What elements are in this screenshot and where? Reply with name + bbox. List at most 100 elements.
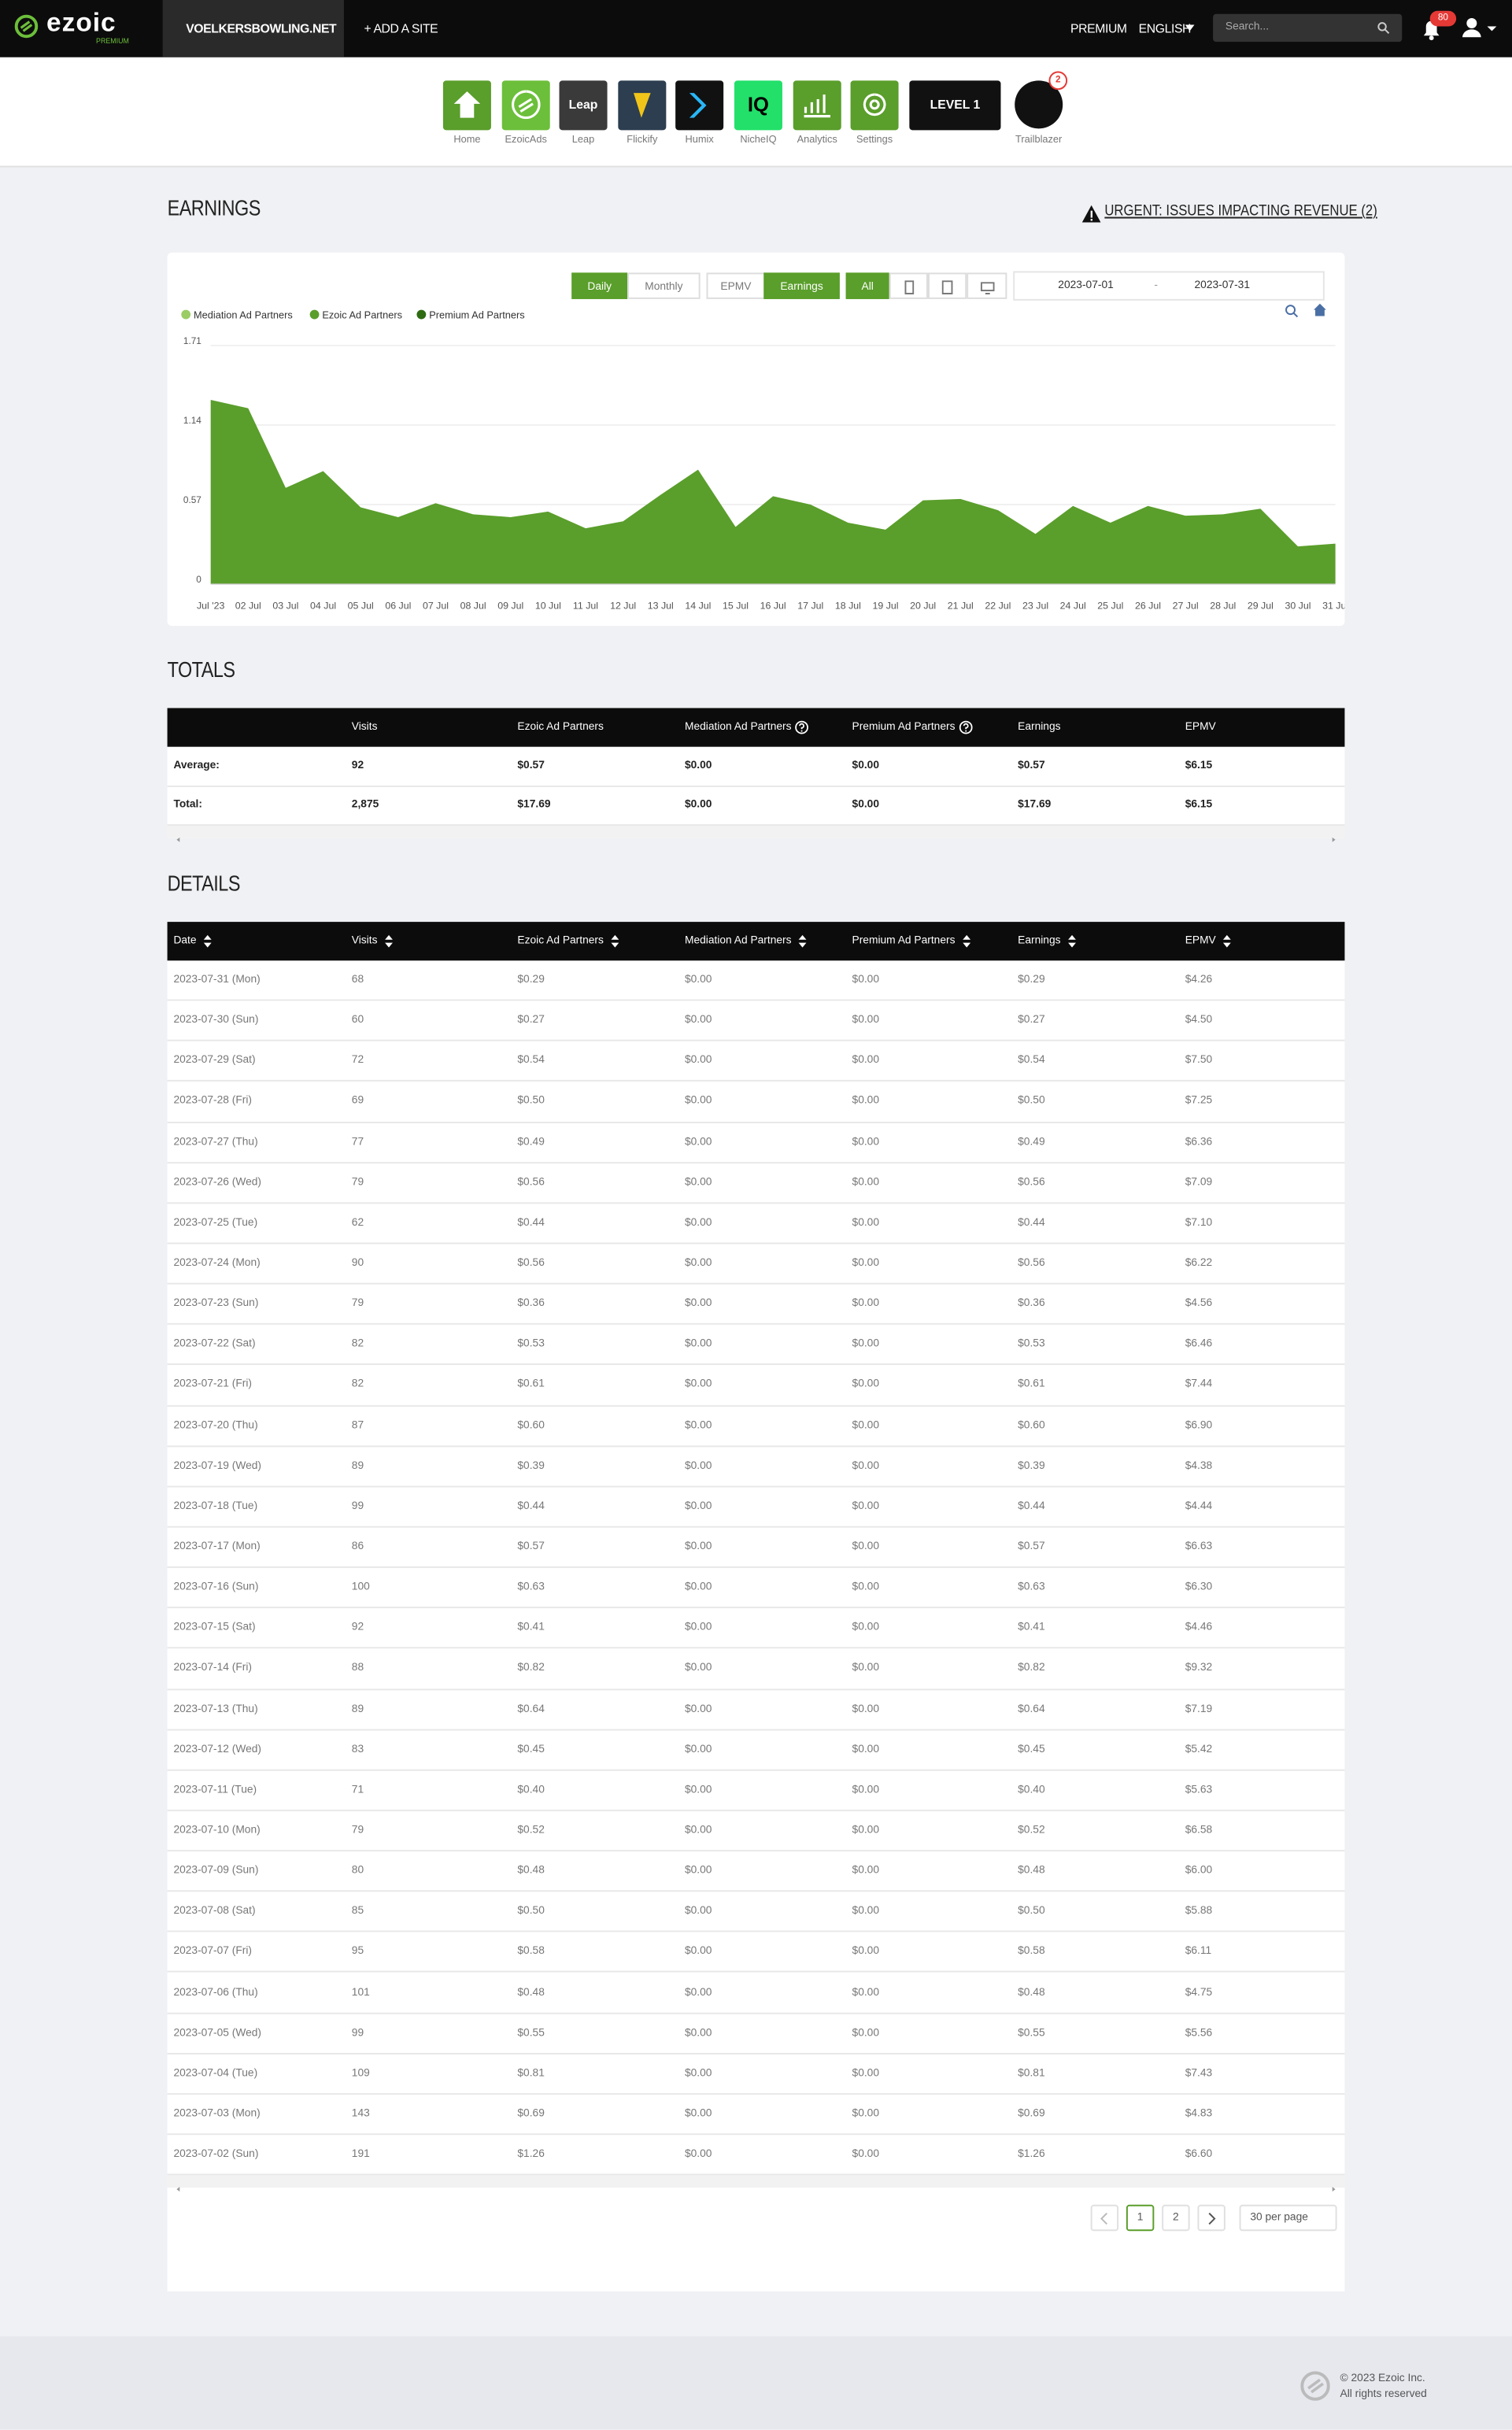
table-cell: 87 bbox=[351, 1420, 364, 1431]
header-cell[interactable]: Premium Ad Partners bbox=[852, 922, 971, 960]
site-tab[interactable]: VOELKERSBOWLING.NET bbox=[162, 0, 344, 57]
premium-link[interactable]: PREMIUM bbox=[1070, 21, 1127, 36]
app-icon[interactable] bbox=[793, 80, 841, 131]
table-cell: $0.00 bbox=[684, 1906, 712, 1918]
app-icon[interactable] bbox=[675, 80, 724, 131]
sort-arrows bbox=[1222, 934, 1231, 948]
header-text: Date bbox=[173, 935, 197, 947]
table-cell: $0.00 bbox=[852, 1500, 880, 1512]
sort-icon[interactable] bbox=[202, 934, 212, 949]
app-icon[interactable] bbox=[442, 80, 491, 131]
help-icon[interactable] bbox=[958, 720, 972, 734]
app-icon[interactable]: Leap bbox=[559, 80, 608, 131]
table-cell: $0.00 bbox=[684, 1663, 712, 1674]
table-cell: 99 bbox=[351, 2027, 364, 2039]
table-cell: $0.40 bbox=[517, 1785, 545, 1796]
earnings-button[interactable]: Earnings bbox=[763, 272, 840, 299]
all-devices-button[interactable]: All bbox=[845, 272, 889, 299]
sort-icon[interactable] bbox=[610, 934, 619, 949]
header-text: Visits bbox=[351, 935, 378, 947]
table-cell: 92 bbox=[351, 760, 364, 771]
prev-page[interactable] bbox=[1090, 2205, 1119, 2232]
table-cell: $0.00 bbox=[684, 1622, 712, 1634]
table-cell: $0.00 bbox=[852, 1379, 880, 1391]
header-cell: Earnings bbox=[1018, 708, 1060, 746]
table-cell: $0.48 bbox=[1018, 1866, 1045, 1877]
app-label: Settings bbox=[856, 135, 893, 146]
table-cell: $0.00 bbox=[684, 1217, 712, 1229]
language[interactable]: ENGLISH bbox=[1138, 21, 1192, 36]
table-cell: $0.00 bbox=[852, 1136, 880, 1148]
sort-icon[interactable] bbox=[1222, 934, 1232, 949]
app-icon[interactable] bbox=[618, 80, 667, 131]
x-tick-label: 29 Jul bbox=[1248, 601, 1274, 612]
table-cell: 2023-07-29 (Sat) bbox=[173, 1056, 256, 1067]
notification-badge: 80 bbox=[1429, 10, 1457, 27]
table-cell: $7.19 bbox=[1185, 1703, 1213, 1715]
app-glyph bbox=[634, 93, 651, 118]
epmv-button[interactable]: EPMV bbox=[706, 272, 766, 299]
desktop-button[interactable] bbox=[967, 272, 1007, 299]
user-menu[interactable] bbox=[1461, 17, 1498, 39]
table-header: Visits Ezoic Ad Partners Mediation Ad Part… bbox=[167, 708, 1345, 747]
app-icon[interactable]: 2 bbox=[1015, 71, 1068, 129]
glyph-shape bbox=[689, 93, 707, 118]
app-icon[interactable] bbox=[850, 80, 899, 131]
x-tick-label: 28 Jul bbox=[1210, 601, 1236, 612]
scroll-arrow[interactable] bbox=[176, 2187, 1336, 2192]
table-cell: $0.56 bbox=[1018, 1258, 1045, 1270]
table-row: 2023-07-29 (Sat) 72 $0.54 $0.00 $0.00 $0.54 $7… bbox=[167, 1041, 1345, 1082]
table-row: 2023-07-05 (Wed) 99 $0.55 $0.00 $0.00 $0.55 $5… bbox=[167, 2014, 1345, 2055]
app-icon[interactable]: IQ bbox=[734, 80, 782, 131]
table-cell: $0.63 bbox=[517, 1581, 545, 1593]
table-cell: $6.90 bbox=[1185, 1420, 1213, 1431]
sort-icon[interactable] bbox=[383, 934, 393, 949]
table-cell: 2023-07-17 (Mon) bbox=[173, 1541, 261, 1553]
app-icon[interactable]: LEVEL 1 bbox=[909, 80, 1001, 131]
header-text: Ezoic Ad Partners bbox=[517, 935, 604, 947]
glyph-shape bbox=[512, 90, 541, 120]
legend-dot bbox=[181, 309, 191, 320]
footer-logo bbox=[1300, 2371, 1330, 2401]
sort-icon[interactable] bbox=[797, 934, 807, 949]
table-cell: 2023-07-26 (Wed) bbox=[173, 1177, 262, 1189]
date-separator: - bbox=[1154, 280, 1158, 292]
header-cell[interactable]: Ezoic Ad Partners bbox=[517, 922, 619, 960]
x-tick-label: 20 Jul bbox=[910, 601, 936, 612]
logo[interactable]: ezoic bbox=[46, 7, 116, 38]
table-cell: $0.69 bbox=[1018, 2108, 1045, 2120]
table-cell: 82 bbox=[351, 1379, 364, 1391]
sort-icon[interactable] bbox=[961, 934, 970, 949]
monthly-button[interactable]: Monthly bbox=[627, 272, 701, 299]
header-cell[interactable]: Date bbox=[173, 922, 212, 960]
tablet-button[interactable] bbox=[927, 272, 967, 299]
scroll-arrow[interactable] bbox=[176, 837, 1336, 842]
header-cell[interactable]: EPMV bbox=[1185, 922, 1232, 960]
table-row: 2023-07-03 (Mon) 143 $0.69 $0.00 $0.00 $0.69 $… bbox=[167, 2095, 1345, 2136]
daily-button[interactable]: Daily bbox=[571, 272, 628, 299]
page-button[interactable]: 1 bbox=[1126, 2205, 1155, 2232]
help-icon[interactable] bbox=[794, 720, 808, 734]
header-cell[interactable]: Earnings bbox=[1018, 922, 1076, 960]
table-cell: $0.00 bbox=[684, 1987, 712, 1999]
app-icon[interactable] bbox=[501, 80, 550, 131]
page-button[interactable]: 2 bbox=[1162, 2205, 1190, 2232]
phone-button[interactable] bbox=[889, 272, 928, 299]
table-cell: 2023-07-04 (Tue) bbox=[173, 2068, 258, 2080]
table-cell: $0.00 bbox=[684, 2149, 712, 2160]
tablet-icon bbox=[941, 280, 953, 294]
next-page[interactable] bbox=[1197, 2205, 1225, 2232]
x-tick-label: 05 Jul bbox=[348, 601, 374, 612]
table-cell: $0.48 bbox=[517, 1987, 545, 1999]
header-cell[interactable]: Visits bbox=[352, 922, 393, 960]
search-box[interactable]: Search... bbox=[1213, 13, 1403, 43]
add-site[interactable]: + ADD A SITE bbox=[364, 21, 438, 36]
header-cell[interactable]: Mediation Ad Partners bbox=[685, 922, 807, 960]
sort-icon[interactable] bbox=[1067, 934, 1076, 949]
table-cell: 90 bbox=[351, 1258, 364, 1270]
table-cell: $0.00 bbox=[852, 2068, 880, 2080]
date-range[interactable]: 2023-07-01 - 2023-07-31 bbox=[1013, 271, 1325, 301]
per-page-select[interactable]: 30 per page bbox=[1239, 2205, 1337, 2232]
urgent-alert[interactable]: URGENT: ISSUES IMPACTING REVENUE (2) bbox=[1104, 202, 1377, 220]
table-row: 2023-07-02 (Sun) 191 $1.26 $0.00 $0.00 $1.26 $… bbox=[167, 2135, 1345, 2176]
